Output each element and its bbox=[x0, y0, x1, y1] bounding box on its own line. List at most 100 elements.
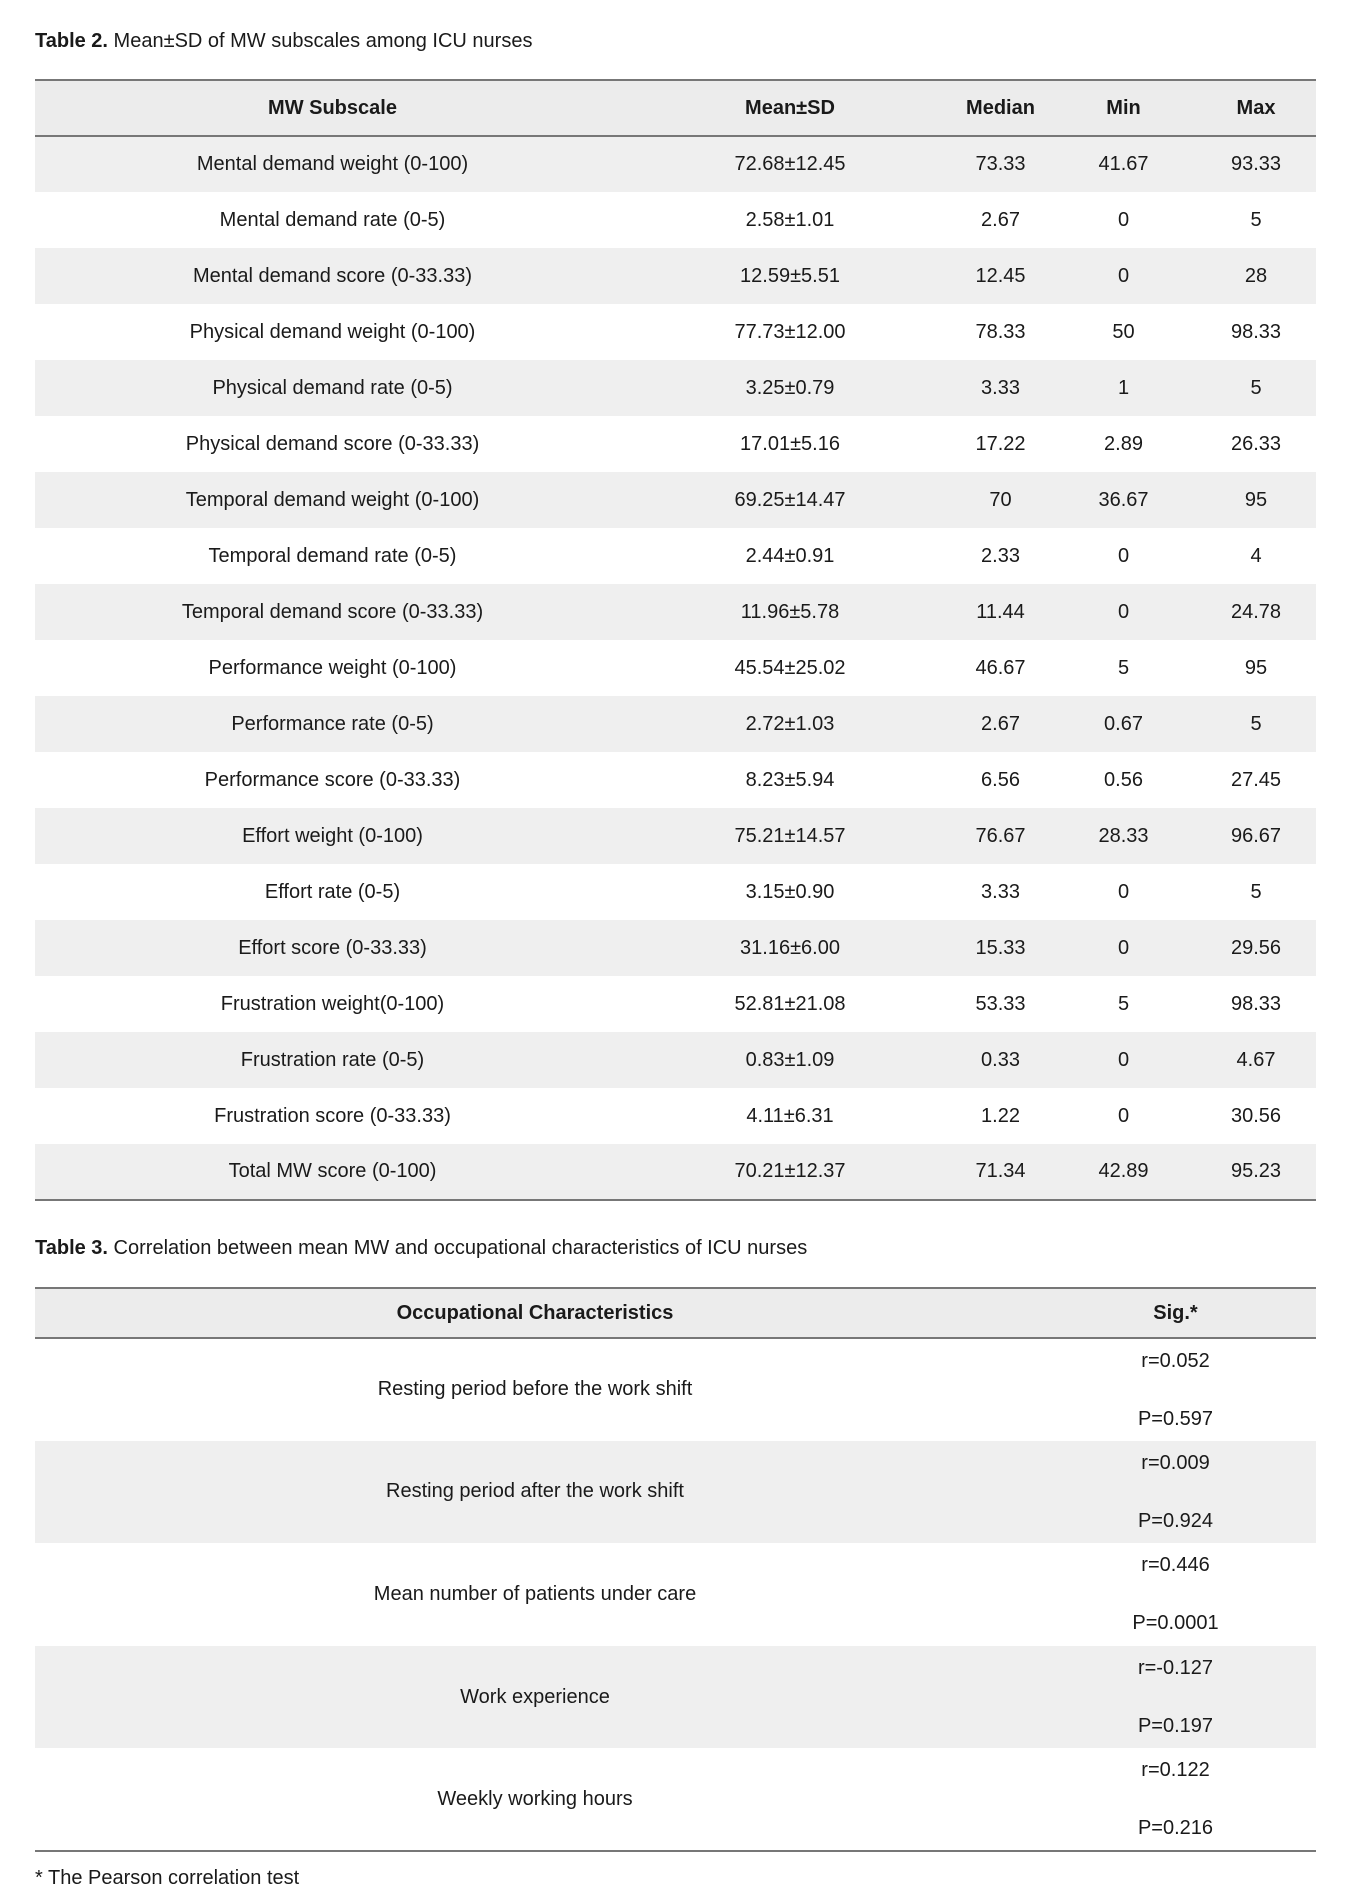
table3-cell-characteristic: Mean number of patients under care bbox=[373, 1582, 697, 1605]
table3: Occupational Characteristics Sig.* Resti… bbox=[35, 1287, 1316, 1852]
table3-cell-sig: r=-0.127 P=0.197 bbox=[1035, 1646, 1316, 1749]
table3-sig-values: r=0.446 P=0.0001 bbox=[1035, 1553, 1316, 1635]
table2-cell-min: 1 bbox=[1117, 376, 1130, 399]
table2-cell-max: 28 bbox=[1244, 264, 1268, 287]
table2-cell-median: 12.45 bbox=[975, 264, 1026, 287]
table2-caption-label: Table 2. bbox=[35, 30, 108, 52]
table2-cell-max: 98.33 bbox=[1230, 992, 1282, 1015]
table3-cell-sig: r=0.122 P=0.216 bbox=[1035, 1748, 1316, 1852]
table2-cell-min: 2.89 bbox=[1104, 432, 1143, 455]
table2-cell-min: 36.67 bbox=[1098, 488, 1149, 511]
table3-p-value: P=0.597 bbox=[1137, 1407, 1214, 1430]
table2-header-max: Max bbox=[1196, 79, 1316, 137]
table2-row: Temporal demand score (0-33.33) 11.96±5.7… bbox=[35, 584, 1316, 640]
table3-header-characteristics: Occupational Characteristics bbox=[35, 1287, 1035, 1339]
table2-cell-mean-sd: 69.25±14.47 bbox=[734, 488, 846, 511]
table2-cell-median: 1.22 bbox=[981, 1104, 1020, 1127]
table2-cell-mean-sd: 2.72±1.03 bbox=[745, 712, 835, 735]
table2-cell-max: 98.33 bbox=[1230, 320, 1282, 343]
table2-cell-min: 0 bbox=[1117, 544, 1130, 567]
table2-cell-max: 30.56 bbox=[1230, 1104, 1282, 1127]
table2-cell-max: 5 bbox=[1250, 880, 1262, 903]
table2-cell-median: 0.33 bbox=[981, 1048, 1020, 1071]
table2-row: Physical demand score (0-33.33) 17.01±5.1… bbox=[35, 416, 1316, 472]
table2-cell-median: 15.33 bbox=[975, 936, 1026, 959]
table3-p-value: P=0.216 bbox=[1137, 1817, 1214, 1840]
table2-cell-subscale: Performance rate (0-5) bbox=[231, 712, 434, 735]
table2-cell-median: 2.67 bbox=[981, 208, 1020, 231]
table2-cell-subscale: Mental demand rate (0-5) bbox=[219, 208, 446, 231]
table2-cell-max: 24.78 bbox=[1230, 600, 1282, 623]
table2: MW Subscale Mean±SD Median Min Max Menta… bbox=[35, 79, 1316, 1201]
table2-cell-mean-sd: 2.58±1.01 bbox=[745, 208, 835, 231]
table2-cell-median: 76.67 bbox=[975, 824, 1026, 847]
table2-row: Effort rate (0-5) 3.15±0.90 3.33 0 5 bbox=[35, 864, 1316, 920]
table2-header-subscale: MW Subscale bbox=[35, 79, 630, 137]
table3-cell-characteristic: Resting period before the work shift bbox=[377, 1378, 693, 1401]
table2-cell-median: 17.22 bbox=[975, 432, 1026, 455]
table2-cell-min: 0 bbox=[1117, 1104, 1130, 1127]
table2-cell-mean-sd: 2.44±0.91 bbox=[745, 544, 835, 567]
table2-row: Temporal demand weight (0-100) 69.25±14.4… bbox=[35, 472, 1316, 528]
table2-cell-median: 71.34 bbox=[950, 1144, 1051, 1201]
table2-header-min: Min bbox=[1051, 79, 1196, 137]
table2-cell-subscale: Effort score (0-33.33) bbox=[238, 936, 427, 959]
table2-cell-max: 27.45 bbox=[1230, 768, 1282, 791]
table3-cell-characteristic: Weekly working hours bbox=[35, 1748, 1035, 1852]
table3-sig-values: r=0.052 P=0.597 bbox=[1035, 1349, 1316, 1431]
table2-cell-mean-sd: 4.11±6.31 bbox=[746, 1104, 834, 1127]
table2-cell-min: 0 bbox=[1117, 880, 1130, 903]
table2-cell-min: 0.56 bbox=[1104, 768, 1143, 791]
table2-cell-subscale: Physical demand weight (0-100) bbox=[189, 320, 476, 343]
footnote: * The Pearson correlation test bbox=[35, 1867, 300, 1889]
table2-cell-mean-sd: 3.15±0.90 bbox=[745, 880, 835, 903]
table2-cell-max: 93.33 bbox=[1230, 153, 1282, 175]
table2-row: Physical demand weight (0-100) 77.73±12.0… bbox=[35, 304, 1316, 360]
table3-cell-characteristic: Resting period after the work shift bbox=[386, 1480, 684, 1503]
table3-caption-text: Correlation between mean MW and occupati… bbox=[108, 1237, 808, 1259]
table2-cell-subscale: Temporal demand score (0-33.33) bbox=[181, 600, 484, 623]
table2-cell-min: 42.89 bbox=[1051, 1144, 1196, 1201]
table2-row: Frustration weight(0-100) 52.81±21.08 53.3… bbox=[35, 976, 1316, 1032]
table2-row: Total MW score (0-100) 70.21±12.37 71.34 42… bbox=[35, 1144, 1316, 1201]
table2-row: Performance weight (0-100) 45.54±25.02 46.… bbox=[35, 640, 1316, 696]
table2-row: Mental demand weight (0-100) 72.68±12.45 7… bbox=[35, 136, 1316, 192]
table2-header-mean-sd: Mean±SD bbox=[630, 79, 950, 137]
table3-row: Resting period before the work shift r=0.… bbox=[35, 1338, 1316, 1441]
table2-cell-mean-sd: 8.23±5.94 bbox=[745, 768, 835, 791]
table2-caption-text: Mean±SD of MW subscales among ICU nurses bbox=[108, 30, 533, 52]
table2-cell-mean-sd: 12.59±5.51 bbox=[740, 264, 840, 287]
table2-row: Performance score (0-33.33) 8.23±5.94 6.56… bbox=[35, 752, 1316, 808]
table2-cell-subscale: Frustration score (0-33.33) bbox=[214, 1104, 451, 1127]
table2-header-row: MW Subscale Mean±SD Median Min Max bbox=[35, 79, 1316, 137]
table2-cell-subscale: Frustration rate (0-5) bbox=[240, 1048, 425, 1071]
table2-cell-subscale: Total MW score (0-100) bbox=[35, 1144, 630, 1201]
table2-cell-median: 46.67 bbox=[975, 656, 1026, 679]
table2-cell-min: 0 bbox=[1117, 264, 1130, 287]
table3-header-sig: Sig.* bbox=[1035, 1287, 1316, 1339]
table3-caption-label: Table 3. bbox=[35, 1237, 108, 1259]
table2-cell-max: 96.67 bbox=[1230, 824, 1282, 847]
table3-sig-values: r=0.009 P=0.924 bbox=[1035, 1451, 1316, 1533]
table2-cell-median: 73.33 bbox=[975, 153, 1026, 175]
table2-cell-mean-sd: 77.73±12.00 bbox=[734, 320, 846, 343]
table2-cell-max: 26.33 bbox=[1230, 432, 1282, 455]
table2-cell-median: 3.33 bbox=[981, 880, 1020, 903]
table2-cell-median: 6.56 bbox=[981, 768, 1020, 791]
table2-cell-subscale: Frustration weight(0-100) bbox=[220, 992, 445, 1015]
table2-cell-mean-sd: 17.01±5.16 bbox=[740, 432, 840, 455]
table2-cell-max: 95 bbox=[1244, 488, 1268, 511]
table2-cell-max: 5 bbox=[1250, 208, 1262, 231]
table3-cell-sig: r=0.446 P=0.0001 bbox=[1035, 1543, 1316, 1646]
table3-p-value: P=0.197 bbox=[1137, 1715, 1214, 1738]
table3-r-value: r=0.122 bbox=[1141, 1759, 1210, 1782]
table2-row: Effort weight (0-100) 75.21±14.57 76.67 28.… bbox=[35, 808, 1316, 864]
table2-cell-mean-sd: 72.68±12.45 bbox=[734, 153, 846, 175]
table2-cell-min: 0 bbox=[1117, 600, 1130, 623]
table2-cell-mean-sd: 52.81±21.08 bbox=[734, 992, 846, 1015]
table2-row: Effort score (0-33.33) 31.16±6.00 15.33 0 29… bbox=[35, 920, 1316, 976]
table2-row: Mental demand rate (0-5) 2.58±1.01 2.67 0 5 bbox=[35, 192, 1316, 248]
table3-r-value: r=0.446 bbox=[1141, 1554, 1210, 1577]
table2-header-median: Median bbox=[950, 79, 1051, 137]
table2-cell-subscale: Temporal demand weight (0-100) bbox=[185, 488, 480, 511]
